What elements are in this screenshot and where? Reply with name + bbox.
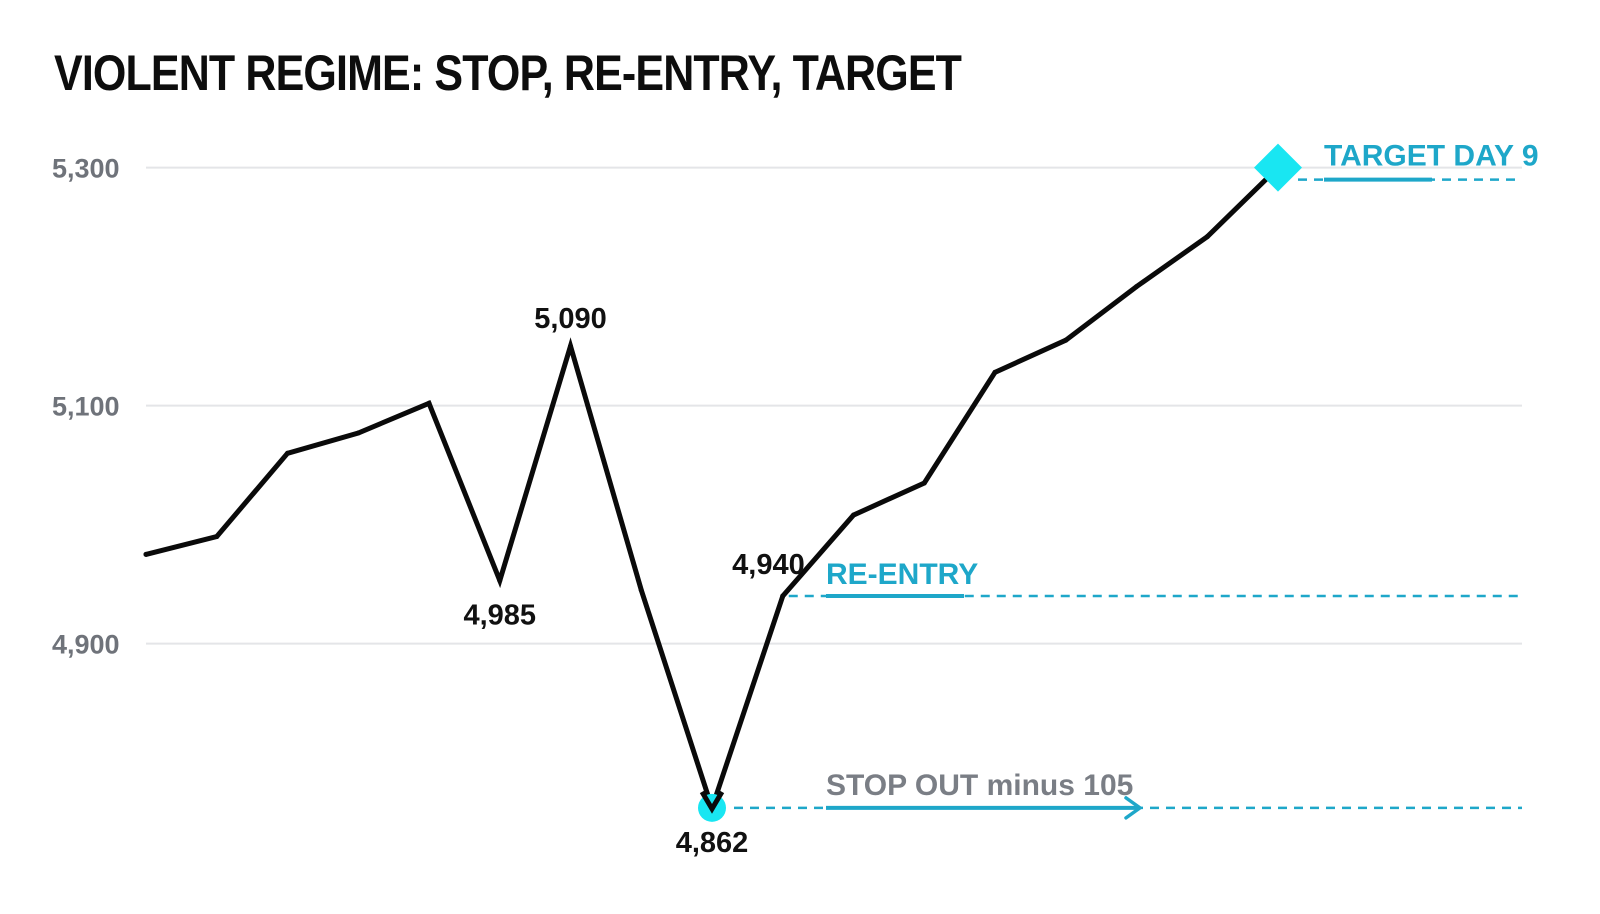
target-label: TARGET DAY 9 [1324,140,1539,173]
data-point-3 [355,430,361,436]
data-point-0 [143,551,149,557]
data-point-7 [638,587,644,593]
reentry-label: RE-ENTRY [826,558,978,591]
data-point-13 [1063,337,1069,343]
markers [698,143,1302,822]
data-point-4 [426,400,432,406]
annotation-labels: STOP OUT minus 105 RE-ENTRY TARGET DAY 9 [826,140,1539,802]
point-label: 4,940 [732,549,805,581]
data-point-6 [568,343,573,349]
stop-arrowhead [1124,796,1142,820]
data-point-1 [214,534,220,540]
data-point-14 [1134,284,1139,290]
data-point-11 [921,480,927,486]
y-tick-label: 4,900 [52,630,120,660]
target-marker-diamond [1254,143,1302,192]
stop-marker-line-overlay [699,790,725,814]
annotation-lines [734,177,1522,820]
point-label: 5,090 [534,303,607,335]
point-labels: 4,985 5,090 4,862 4,940 [463,303,804,859]
chart-title: VIOLENT REGIME: STOP, RE-ENTRY, TARGET [54,45,962,101]
data-point-2 [285,450,290,456]
data-point-5 [497,578,503,584]
y-tick-label: 5,100 [52,392,120,422]
price-series-line [143,165,1281,816]
point-label: 4,862 [676,827,749,859]
stop-out-label: STOP OUT minus 105 [826,769,1133,802]
data-point-12 [992,369,998,375]
series-layer [143,165,1281,816]
y-axis-tick-labels: 4,900 5,100 5,300 [52,154,120,660]
data-point-15 [1204,234,1210,240]
y-tick-label: 5,300 [52,154,120,184]
data-point-9 [780,593,786,599]
point-label: 4,985 [463,600,536,632]
data-point-10 [851,512,856,518]
